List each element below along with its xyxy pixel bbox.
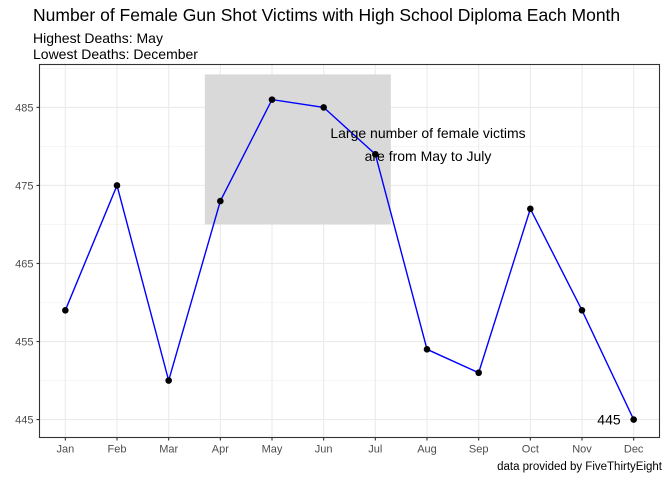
data-point-oct — [527, 205, 534, 213]
data-points — [62, 96, 637, 423]
panel-border — [38, 63, 661, 439]
x-tick-label-feb: Feb — [108, 444, 127, 456]
point-label-dec: 445 — [597, 412, 621, 428]
data-point-mar — [165, 377, 172, 384]
x-tick-label-jan: Jan — [56, 444, 74, 456]
x-tick-label-may: May — [262, 444, 283, 456]
y-tick-label: 485 — [15, 102, 33, 114]
data-point-aug — [423, 346, 431, 353]
x-tick-label-dec: Dec — [624, 444, 644, 456]
chart-title: Number of Female Gun Shot Victims with H… — [33, 5, 621, 25]
y-tick-label: 465 — [15, 258, 33, 270]
x-axis: Jan Feb Mar Apr May Jun Jul Aug Sep Oct Nov Dec — [56, 437, 644, 456]
series-line-group — [64, 98, 635, 420]
y-tick-label: 475 — [15, 180, 33, 192]
series-line — [64, 98, 635, 420]
annotation-line-2: are from May to July — [365, 148, 492, 164]
y-tick-label: 445 — [15, 415, 33, 427]
x-tick-label-apr: Apr — [212, 444, 229, 456]
chart-subtitle-lowest: Lowest Deaths: December — [33, 46, 198, 62]
x-tick-label-oct: Oct — [522, 444, 539, 456]
annotations: Large number of female victims are from M… — [330, 125, 621, 428]
data-point-sep — [475, 369, 482, 377]
data-point-jan — [62, 307, 69, 314]
x-tick-label-aug: Aug — [417, 444, 437, 456]
data-point-jun — [320, 104, 327, 111]
data-point-jul — [372, 150, 379, 158]
highlight-region — [204, 74, 391, 225]
data-point-apr — [217, 197, 224, 205]
data-point-dec — [630, 416, 637, 423]
x-tick-label-sep: Sep — [469, 444, 489, 456]
chart-subtitle-highest: Highest Deaths: May — [33, 30, 163, 46]
x-tick-label-jun: Jun — [315, 444, 333, 456]
data-point-nov — [578, 307, 586, 314]
y-axis: 445 455 465 475 485 — [15, 102, 40, 427]
x-tick-label-mar: Mar — [159, 444, 178, 456]
annotation-line-1: Large number of female victims — [330, 125, 525, 141]
data-point-feb — [113, 182, 121, 189]
y-tick-label: 455 — [15, 337, 33, 349]
x-tick-label-jul: Jul — [368, 444, 382, 456]
data-source-caption: data provided by FiveThirtyEight — [497, 461, 662, 473]
data-point-may — [268, 96, 276, 103]
x-tick-label-nov: Nov — [572, 444, 592, 456]
